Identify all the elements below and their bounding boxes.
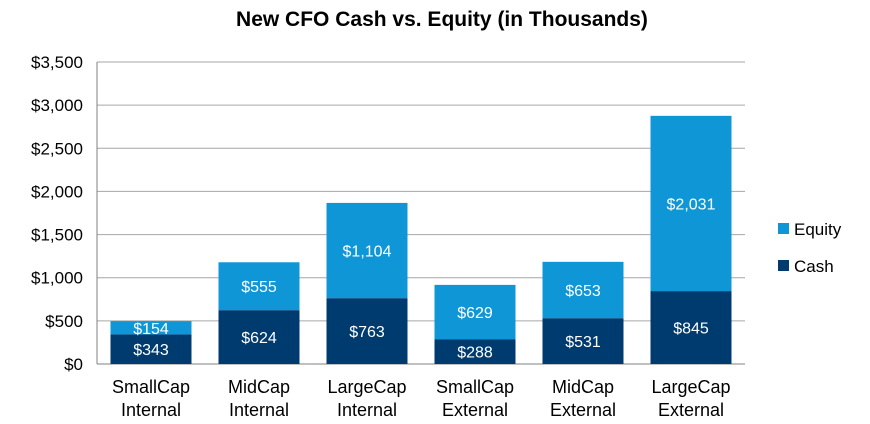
y-tick-label: $2,500 <box>31 139 83 158</box>
x-category-label: External <box>658 400 724 420</box>
y-tick-label: $3,000 <box>31 96 83 115</box>
cash-bar <box>542 318 624 364</box>
x-category-label: Internal <box>121 400 181 420</box>
cash-data-label: $531 <box>565 334 601 351</box>
equity-bar <box>542 261 624 319</box>
equity-legend-swatch <box>778 223 789 234</box>
legend-layer: Equity Cash <box>778 220 842 276</box>
cash-data-label: $288 <box>457 345 493 362</box>
x-category-label: Internal <box>337 400 397 420</box>
y-tick-label: $1,500 <box>31 226 83 245</box>
equity-data-label: $653 <box>565 283 601 300</box>
bar-layer <box>110 115 732 364</box>
x-category-label: MidCap <box>228 377 290 397</box>
y-tick-label: $500 <box>45 312 83 331</box>
equity-data-label: $555 <box>241 279 277 296</box>
axis-layer: $0 $500 $1,000 $1,500 $2,000 $2,500 $3,000 $3,5… <box>31 53 745 420</box>
equity-data-label: $629 <box>457 305 493 322</box>
x-category-label: SmallCap <box>112 377 190 397</box>
cash-bar <box>218 310 300 364</box>
cash-legend-label: Cash <box>794 257 834 276</box>
y-tick-label: $0 <box>64 355 83 374</box>
equity-data-label: $2,031 <box>667 196 716 213</box>
x-category-label: LargeCap <box>651 377 730 397</box>
x-category-label: MidCap <box>552 377 614 397</box>
equity-bar <box>218 262 300 311</box>
x-category-label: LargeCap <box>327 377 406 397</box>
cash-data-label: $763 <box>349 324 385 341</box>
equity-bar <box>326 202 408 299</box>
x-category-label: Internal <box>229 400 289 420</box>
cash-bar <box>110 334 192 364</box>
equity-data-label: $154 <box>133 321 169 338</box>
cash-legend-swatch <box>778 260 789 271</box>
chart-title: New CFO Cash vs. Equity (in Thousands) <box>236 8 648 31</box>
y-tick-label: $2,000 <box>31 182 83 201</box>
cash-bar <box>434 339 516 364</box>
cash-data-label: $845 <box>673 321 709 338</box>
equity-legend-label: Equity <box>794 220 842 239</box>
y-tick-label: $3,500 <box>31 53 83 72</box>
equity-data-label: $1,104 <box>343 244 392 261</box>
cash-bar <box>650 291 732 364</box>
equity-bar <box>110 321 192 335</box>
y-tick-label: $1,000 <box>31 269 83 288</box>
x-category-label: External <box>442 400 508 420</box>
label-layer: $343 $154 $624 $555 $763 $1,104 $288 $629 $531 $6… <box>133 196 715 361</box>
cash-data-label: $624 <box>241 330 277 347</box>
equity-bar <box>434 284 516 340</box>
x-category-label: External <box>550 400 616 420</box>
equity-bar <box>650 115 732 292</box>
x-category-label: SmallCap <box>436 377 514 397</box>
cash-data-label: $343 <box>133 342 169 359</box>
cash-bar <box>326 298 408 364</box>
grid-layer <box>97 61 745 365</box>
